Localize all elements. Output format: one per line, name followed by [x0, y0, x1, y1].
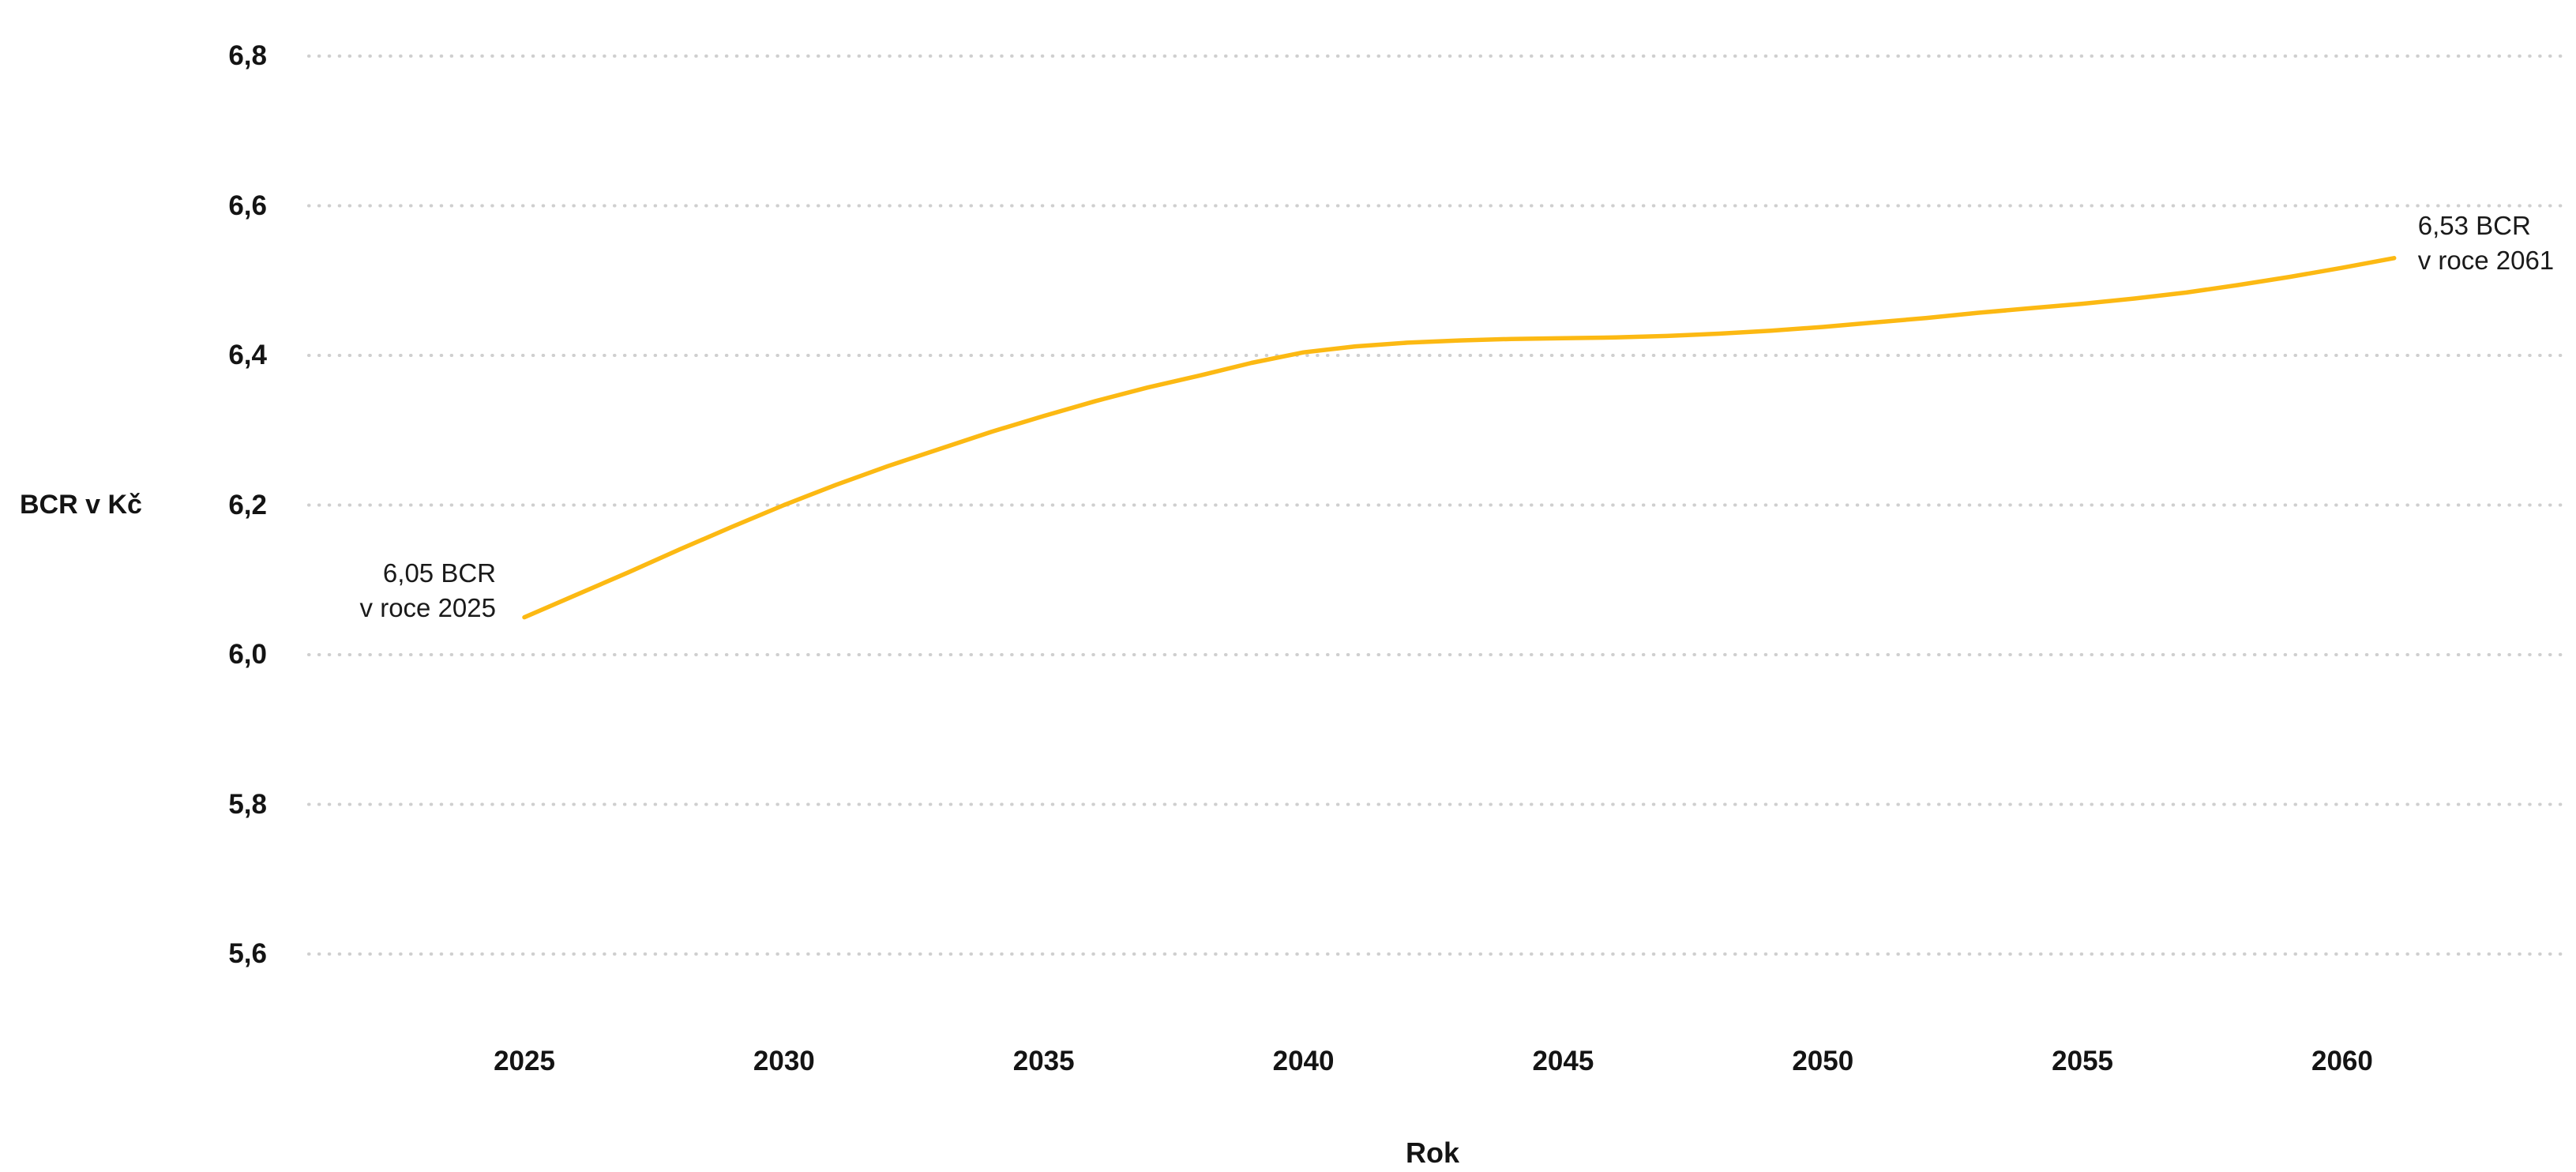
annotation-line: 6,05 BCR: [382, 558, 496, 588]
y-tick-label: 5,8: [228, 788, 267, 820]
y-tick-label: 5,6: [228, 938, 267, 969]
y-tick-label: 6,2: [228, 489, 267, 520]
annotation-line: v roce 2061: [2417, 245, 2555, 275]
x-axis-title: Rok: [1405, 1136, 1460, 1169]
x-tick-label: 2050: [1792, 1046, 1854, 1076]
annotation-line: 6,53 BCR: [2417, 210, 2531, 240]
y-tick-label: 6,4: [228, 340, 267, 370]
y-tick-label: 6,0: [228, 639, 267, 670]
x-tick-label: 2060: [2311, 1046, 2373, 1076]
x-tick-label: 2040: [1272, 1046, 1335, 1076]
y-axis-ticks: 6,8 6,6 6,4 6,2 6,0 5,8 5,6: [0, 0, 267, 1172]
annotation-line: v roce 2025: [359, 592, 496, 622]
annotation-start: 6,05 BCR v roce 2025: [360, 556, 496, 625]
x-tick-label: 2030: [753, 1046, 815, 1076]
x-tick-label: 2025: [494, 1046, 555, 1076]
y-tick-label: 6,6: [228, 190, 267, 221]
x-tick-label: 2045: [1532, 1046, 1594, 1076]
x-tick-label: 2035: [1012, 1046, 1075, 1076]
x-tick-label: 2055: [2052, 1046, 2114, 1076]
y-tick-label: 6,8: [228, 40, 267, 71]
bcr-series-line: [522, 256, 2397, 620]
y-axis-title: BCR v Kč: [20, 490, 142, 520]
annotation-end: 6,53 BCR v roce 2061: [2418, 208, 2554, 278]
